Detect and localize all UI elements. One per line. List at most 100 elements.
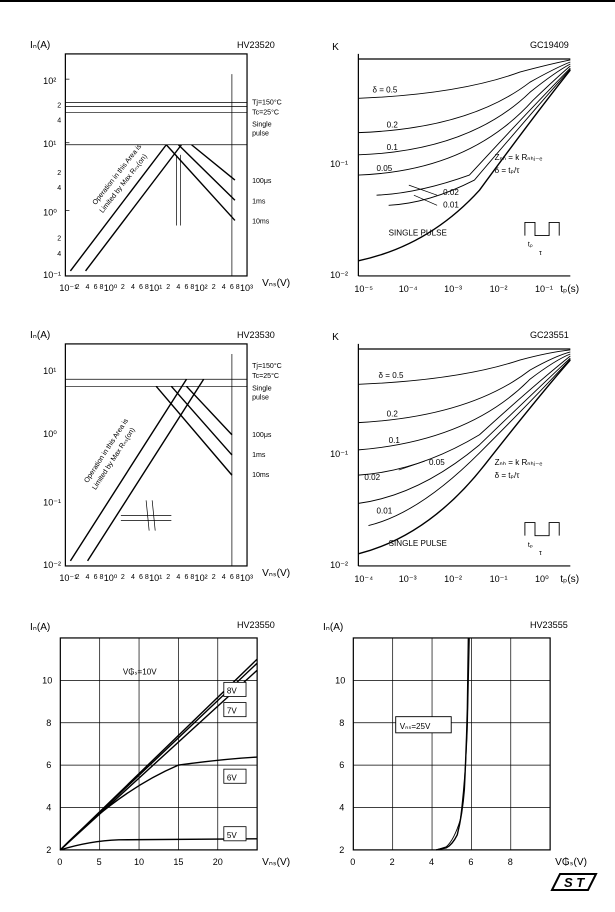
svg-text:τ: τ: [539, 550, 542, 557]
svg-text:6 8: 6 8: [139, 284, 149, 291]
svg-text:10⁻²: 10⁻²: [330, 560, 348, 570]
svg-text:Iₙ(A): Iₙ(A): [323, 622, 343, 633]
svg-text:10³: 10³: [240, 573, 253, 583]
svg-text:10²: 10²: [195, 573, 208, 583]
chart-id: HV23520: [237, 40, 275, 50]
svg-text:2: 2: [121, 284, 125, 291]
svg-text:10⁻³: 10⁻³: [444, 284, 462, 294]
svg-text:0.02: 0.02: [364, 473, 380, 482]
svg-text:4: 4: [46, 803, 51, 813]
svg-text:SINGLE PULSE: SINGLE PULSE: [388, 539, 447, 548]
svg-text:6: 6: [46, 760, 51, 770]
svg-text:2: 2: [46, 845, 51, 855]
svg-text:10⁻¹: 10⁻¹: [43, 497, 61, 507]
svg-text:Single: Single: [252, 122, 272, 129]
svg-text:10³: 10³: [240, 283, 253, 293]
svg-text:100μs: 100μs: [252, 432, 272, 439]
svg-text:10ms: 10ms: [252, 472, 270, 479]
svg-text:6 8: 6 8: [94, 574, 104, 581]
svg-text:Zₙₕ = k Rₙₕⱼ₋ₑ: Zₙₕ = k Rₙₕⱼ₋ₑ: [494, 153, 542, 162]
svg-text:V₲ₛ(V): V₲ₛ(V): [555, 856, 587, 868]
svg-text:4: 4: [176, 284, 180, 291]
svg-text:10: 10: [335, 675, 345, 685]
svg-text:0.02: 0.02: [443, 188, 459, 197]
svg-text:8: 8: [507, 857, 512, 867]
x-axis-label: tₚ(s): [560, 284, 579, 295]
svg-text:2: 2: [166, 574, 170, 581]
svg-text:HV23530: HV23530: [237, 330, 275, 340]
svg-text:2: 2: [212, 284, 216, 291]
svg-text:1ms: 1ms: [252, 452, 266, 459]
svg-text:10⁰: 10⁰: [43, 429, 57, 439]
x-ticks: 10⁻¹ 10⁰ 10¹ 10² 10³ 246 8 246 8 246 8 2…: [59, 283, 253, 293]
svg-text:0: 0: [57, 857, 62, 867]
svg-text:τ: τ: [539, 250, 542, 257]
svg-text:10⁻¹: 10⁻¹: [330, 159, 348, 169]
svg-text:4: 4: [339, 803, 344, 813]
svg-text:6: 6: [468, 857, 473, 867]
svg-text:δ = 0.5: δ = 0.5: [378, 371, 403, 380]
svg-text:HV23550: HV23550: [237, 620, 275, 630]
svg-text:10: 10: [42, 675, 52, 685]
y-axis-label: Iₙ(A): [30, 40, 50, 51]
vgs-label: V₲ₛ=10V: [123, 667, 157, 676]
svg-text:10⁻²: 10⁻²: [330, 270, 348, 280]
svg-text:GC23551: GC23551: [529, 330, 568, 340]
svg-text:10⁻¹: 10⁻¹: [489, 574, 507, 584]
svg-text:6 8: 6 8: [139, 574, 149, 581]
svg-text:2: 2: [166, 284, 170, 291]
svg-text:10⁻⁵: 10⁻⁵: [354, 284, 373, 294]
svg-text:10⁻²: 10⁻²: [43, 560, 61, 570]
svg-text:4: 4: [429, 857, 434, 867]
svg-text:10⁰: 10⁰: [534, 574, 548, 584]
svg-text:δ = 0.5: δ = 0.5: [372, 85, 397, 94]
svg-text:2: 2: [75, 574, 79, 581]
svg-text:10⁻¹: 10⁻¹: [330, 449, 348, 459]
svg-text:tₚ: tₚ: [527, 542, 532, 549]
gridlines: [60, 638, 257, 850]
vds-label: Vₙₛ=25V: [399, 722, 430, 731]
svg-text:0.05: 0.05: [376, 164, 392, 173]
svg-text:10¹: 10¹: [43, 366, 56, 376]
svg-text:Iₙ(A): Iₙ(A): [30, 622, 50, 633]
svg-text:10²: 10²: [195, 283, 208, 293]
svg-text:2: 2: [389, 857, 394, 867]
svg-text:δ = tₚ/τ: δ = tₚ/τ: [494, 166, 520, 175]
svg-text:10¹: 10¹: [149, 283, 162, 293]
svg-text:2: 2: [57, 170, 61, 177]
svg-text:6 8: 6 8: [230, 284, 240, 291]
chart-id: GC19409: [529, 40, 568, 50]
pulse-diagram-icon: tₚ τ: [524, 222, 558, 256]
svg-text:0.01: 0.01: [443, 200, 459, 209]
svg-text:7V: 7V: [227, 707, 237, 716]
svg-text:0.2: 0.2: [386, 121, 398, 130]
svg-text:10⁻²: 10⁻²: [444, 574, 462, 584]
svg-text:10ms: 10ms: [252, 218, 270, 225]
svg-text:5: 5: [97, 857, 102, 867]
chart-zth-2: GC23551 K 10⁻² 10⁻¹ 10⁻⁴ 10⁻³ 10⁻² 10⁻¹ …: [318, 322, 591, 602]
svg-text:Tc=25°C: Tc=25°C: [252, 372, 279, 380]
svg-text:Tj=150°C: Tj=150°C: [252, 98, 282, 106]
svg-text:0.01: 0.01: [376, 506, 392, 515]
svg-text:2: 2: [57, 236, 61, 243]
svg-text:8: 8: [339, 718, 344, 728]
svg-text:4: 4: [86, 574, 90, 581]
svg-text:tₚ(s): tₚ(s): [560, 574, 579, 585]
svg-text:6 8: 6 8: [184, 574, 194, 581]
svg-text:4: 4: [57, 185, 61, 192]
svg-text:10¹: 10¹: [149, 573, 162, 583]
svg-text:100μs: 100μs: [252, 178, 272, 185]
svg-text:2: 2: [339, 845, 344, 855]
svg-text:20: 20: [213, 857, 223, 867]
svg-text:10⁰: 10⁰: [104, 283, 118, 293]
svg-text:Tj=150°C: Tj=150°C: [252, 362, 282, 370]
chart-transfer: HV23555 Iₙ(A) 2 4 6 8 10 0 2 4 6: [318, 612, 591, 892]
chart-zth-1: GC19409 K 10⁻² 10⁻¹ 10⁻⁵ 10⁻⁴ 10⁻³ 10⁻² …: [318, 32, 591, 312]
svg-text:HV23555: HV23555: [529, 620, 567, 630]
svg-text:tₚ: tₚ: [527, 242, 532, 249]
svg-text:2: 2: [75, 284, 79, 291]
chart-soa-1: HV23520 Iₙ(A) 10⁻¹ 10⁰ 10¹ 10² 42 42 42: [25, 32, 298, 312]
svg-text:Vₙₛ(V): Vₙₛ(V): [262, 857, 290, 868]
svg-text:0.2: 0.2: [386, 410, 398, 419]
svg-text:10⁻²: 10⁻²: [489, 284, 507, 294]
